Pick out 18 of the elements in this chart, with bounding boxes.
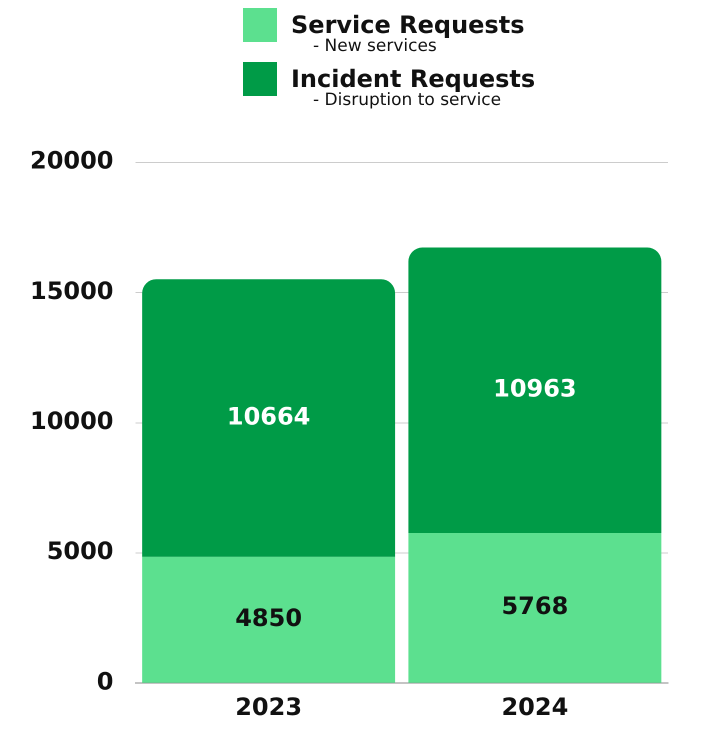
data-label: 5768 xyxy=(501,592,568,620)
y-tick-label: 10000 xyxy=(30,407,114,436)
data-label: 4850 xyxy=(235,604,302,632)
data-label: 10963 xyxy=(493,374,577,402)
bar xyxy=(142,556,396,683)
bar xyxy=(142,279,396,557)
x-tick-label: 2024 xyxy=(501,692,568,721)
y-tick-label: 15000 xyxy=(30,276,114,305)
bar xyxy=(408,533,662,683)
y-tick-label: 0 xyxy=(96,667,114,696)
y-tick-label: 20000 xyxy=(30,146,114,175)
x-tick-label: 2023 xyxy=(235,692,302,721)
bar xyxy=(408,248,662,533)
y-tick-label: 5000 xyxy=(46,537,114,566)
legend-label: Service Requests xyxy=(291,11,524,39)
legend-label: Incident Requests xyxy=(291,65,536,93)
data-label: 10664 xyxy=(226,402,310,430)
text: - New services xyxy=(313,36,437,56)
